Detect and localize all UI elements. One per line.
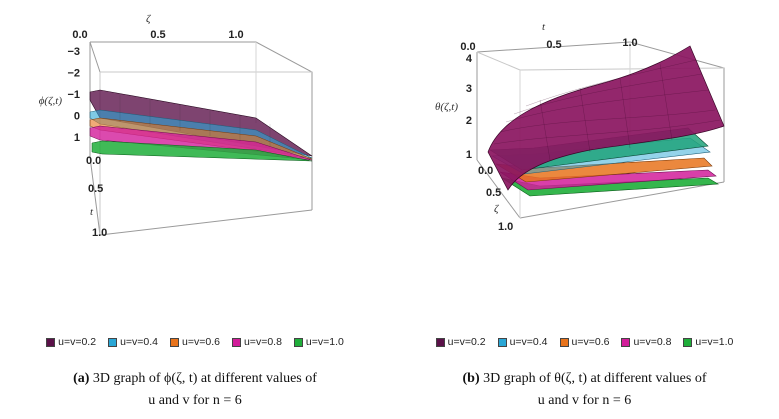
legend-label: u=v=0.8 — [633, 336, 672, 348]
axis-b-z-label: θ(ζ,t) — [435, 101, 458, 113]
surfaces-a — [89, 89, 313, 162]
tick-a-z: 0 — [74, 111, 80, 123]
tick-b-y: 1.0 — [498, 221, 513, 233]
legend-b-item: u=v=1.0 — [683, 334, 733, 350]
tick-b-z: 1 — [466, 149, 472, 161]
tick-b-z: 2 — [466, 115, 472, 127]
legend-b: u=v=0.2 u=v=0.4 u=v=0.6 u=v=0.8 u=v=1.0 — [390, 334, 779, 350]
caption-a-text2: u and v for n = 6 — [148, 393, 242, 408]
ticks-b: 0.0 0.5 1.0 0.0 0.5 1.0 1 2 3 4 — [460, 37, 637, 233]
legend-swatch — [621, 337, 631, 347]
tick-a-x: 1.0 — [228, 29, 243, 41]
tick-b-x: 0.5 — [546, 39, 561, 51]
caption-a-text1: 3D graph of ϕ(ζ, t) at different values … — [92, 371, 317, 386]
legend-swatch — [108, 337, 118, 347]
tick-a-z: −3 — [67, 46, 80, 58]
legend-swatch — [231, 337, 241, 347]
legend-label: u=v=0.4 — [509, 336, 548, 348]
axis-b-y-label: ζ — [494, 203, 500, 215]
tick-a-z: 1 — [74, 132, 80, 144]
legend-b-item: u=v=0.2 — [435, 334, 486, 350]
legend-label: u=v=0.4 — [120, 336, 159, 348]
legend-swatch — [497, 337, 507, 347]
legend-a-item: u=v=0.2 — [46, 334, 96, 350]
tick-a-z: −2 — [67, 68, 80, 80]
tick-a-x: 0.5 — [150, 29, 165, 41]
axis-a-z-label: ϕ(ζ,t) — [39, 95, 63, 107]
legend-a-item: u=v=0.6 — [170, 334, 220, 350]
legend-b-item: u=v=0.6 — [559, 334, 610, 350]
surface-a-u10 — [91, 140, 313, 162]
tick-a-y: 0.5 — [88, 183, 103, 195]
tick-b-y: 0.0 — [478, 165, 493, 177]
surfaces-b — [487, 45, 725, 197]
axis-a-x-label: ζ — [146, 13, 152, 25]
legend-label: u=v=1.0 — [695, 336, 734, 348]
caption-b-text2: u and v for n = 6 — [537, 393, 632, 408]
caption-a-label: (a) — [73, 371, 90, 386]
legend-a-item: u=v=0.8 — [231, 334, 282, 350]
tick-b-z: 4 — [466, 53, 473, 65]
surface-b-u02 — [487, 45, 725, 191]
axis-b-x-label: t — [542, 21, 546, 33]
tick-a-x: 0.0 — [72, 29, 87, 41]
legend-swatch — [293, 337, 303, 347]
plot-a-3d: 0.0 0.5 1.0 0.0 0.5 1.0 −3 −2 −1 0 1 ζ t ϕ(ζ,t) — [39, 13, 313, 239]
legend-a: u=v=0.2 u=v=0.4 u=v=0.6 u=v=0.8 u=v=1.0 — [0, 334, 390, 350]
tick-a-y: 0.0 — [86, 155, 101, 167]
legend-label: u=v=0.2 — [58, 336, 97, 348]
tick-b-x: 1.0 — [622, 37, 637, 49]
legend-label: u=v=0.6 — [571, 336, 610, 348]
legend-label: u=v=0.8 — [243, 336, 282, 348]
legend-label: u=v=1.0 — [305, 336, 344, 348]
legend-swatch — [683, 337, 693, 347]
panel-b: 0.0 0.5 1.0 0.0 0.5 1.0 1 2 3 4 t ζ θ(ζ,t) u=v=0.… — [390, 0, 779, 419]
legend-label: u=v=0.2 — [447, 336, 486, 348]
legend-b-item: u=v=0.4 — [497, 334, 548, 350]
panel-a: 0.0 0.5 1.0 0.0 0.5 1.0 −3 −2 −1 0 1 ζ t ϕ(ζ,t) u=… — [0, 13, 390, 412]
tick-b-y: 0.5 — [486, 187, 501, 199]
ticks-a: 0.0 0.5 1.0 0.0 0.5 1.0 −3 −2 −1 0 1 — [67, 29, 243, 239]
plot-b-3d: 0.0 0.5 1.0 0.0 0.5 1.0 1 2 3 4 t ζ θ(ζ,t) — [435, 21, 725, 233]
legend-swatch — [435, 337, 445, 347]
legend-swatch — [46, 337, 56, 347]
legend-a-item: u=v=1.0 — [293, 334, 344, 350]
axis-a-y-label: t — [90, 206, 94, 218]
caption-a: (a) 3D graph of ϕ(ζ, t) at different val… — [0, 368, 390, 412]
legend-a-item: u=v=0.4 — [108, 334, 158, 350]
legend-swatch — [170, 337, 180, 347]
tick-b-x: 0.0 — [460, 41, 475, 53]
caption-b-text1: 3D graph of θ(ζ, t) at different values … — [483, 371, 707, 386]
legend-swatch — [559, 337, 569, 347]
tick-a-z: −1 — [67, 89, 80, 101]
caption-b-label: (b) — [462, 371, 480, 386]
tick-a-y: 1.0 — [92, 227, 107, 239]
legend-label: u=v=0.6 — [182, 336, 220, 348]
legend-b-item: u=v=0.8 — [621, 334, 671, 350]
caption-b: (b) 3D graph of θ(ζ, t) at different val… — [390, 368, 779, 412]
tick-b-z: 3 — [466, 83, 472, 95]
